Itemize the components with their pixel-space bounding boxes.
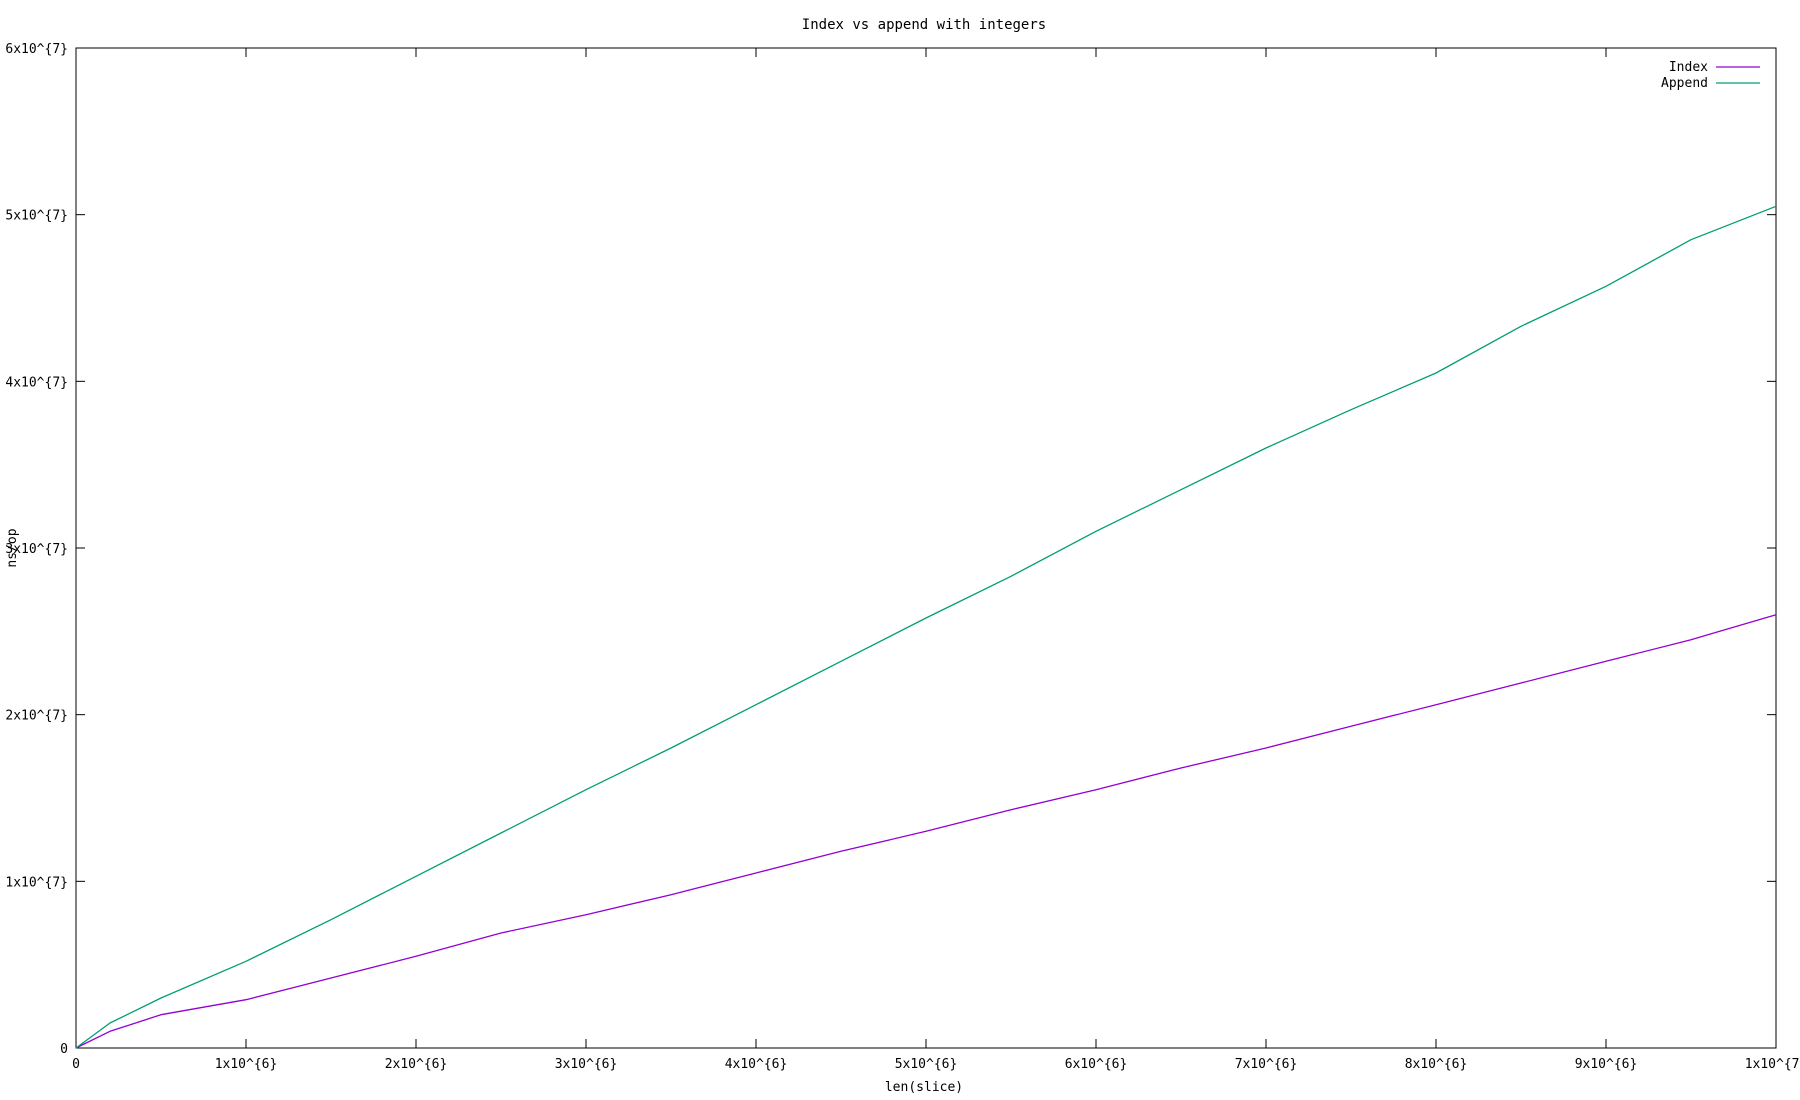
y-tick-label: 1x10^{7} (5, 875, 68, 890)
x-tick-label: 1x10^{6} (215, 1057, 278, 1072)
x-tick-label: 7x10^{6} (1235, 1057, 1298, 1072)
x-tick-label: 6x10^{6} (1065, 1057, 1128, 1072)
axis-ticks: 0 1x10^{6} 2x10^{6} 3x10^{6} 4x10^{6} 5x10^{6… (5, 42, 1800, 1072)
y-tick-label: 6x10^{7} (5, 42, 68, 57)
y-tick-label: 4x10^{7} (5, 375, 68, 390)
legend-label-append: Append (1661, 76, 1708, 91)
series-lines (75, 205, 1777, 1049)
x-tick-label: 5x10^{6} (895, 1057, 958, 1072)
y-tick-label: 0 (60, 1042, 68, 1057)
y-tick-label: 3x10^{7} (5, 542, 68, 557)
series-line-append (75, 205, 1777, 1049)
x-tick-label: 8x10^{6} (1405, 1057, 1468, 1072)
x-axis-label: len(slice) (885, 1080, 963, 1095)
x-tick-label: 3x10^{6} (555, 1057, 618, 1072)
y-axis-label: ns/op (5, 528, 20, 567)
legend-label-index: Index (1669, 60, 1708, 75)
x-tick-label: 4x10^{6} (725, 1057, 788, 1072)
y-tick-label: 2x10^{7} (5, 709, 68, 724)
chart-title: Index vs append with integers (802, 17, 1046, 33)
x-tick-label: 9x10^{6} (1575, 1057, 1638, 1072)
x-tick-label: 1x10^{7} (1745, 1057, 1800, 1072)
series-line-index (75, 614, 1777, 1049)
x-tick-label: 2x10^{6} (385, 1057, 448, 1072)
x-tick-label: 0 (72, 1057, 80, 1072)
y-tick-label: 5x10^{7} (5, 209, 68, 224)
